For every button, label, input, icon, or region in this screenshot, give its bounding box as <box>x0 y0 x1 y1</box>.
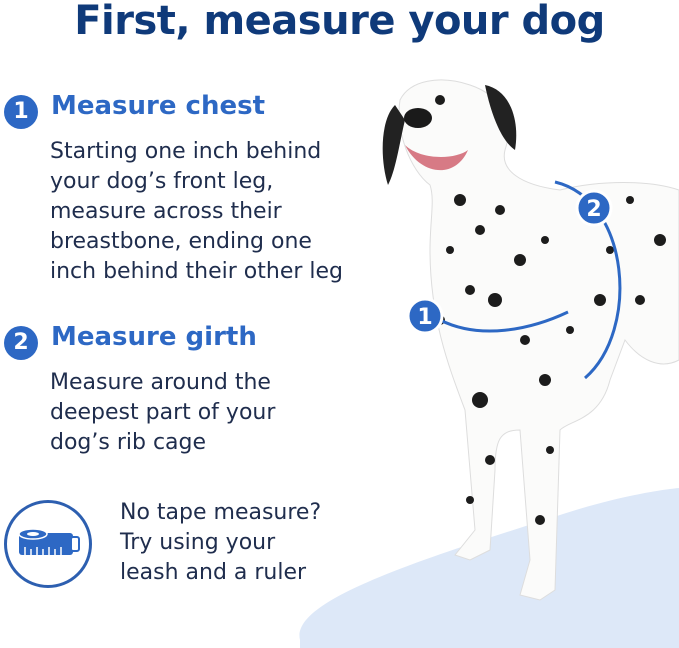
text-line: inch behind their other leg <box>50 259 344 284</box>
marker-2-label: 2 <box>586 197 601 222</box>
text-line: your dog’s front leg, <box>50 169 274 194</box>
text-line: Measure around the <box>50 370 271 395</box>
text-line: No tape measure? <box>120 500 322 525</box>
step-1-badge: 1 <box>4 95 38 129</box>
marker-2-badge: 2 <box>575 189 613 227</box>
measurement-lines <box>439 180 622 380</box>
text-line: Starting one inch behind <box>50 139 322 164</box>
text-line: Try using your <box>120 530 276 555</box>
step-2-heading: Measure girth <box>51 322 257 352</box>
tip-text: No tape measure? Try using your leash an… <box>120 498 321 588</box>
tape-measure-icon-circle <box>4 500 92 588</box>
marker-1-label: 1 <box>417 305 432 330</box>
text-line: dog’s rib cage <box>50 430 207 455</box>
marker-1-badge: 1 <box>406 297 444 335</box>
floor-shape <box>299 488 679 648</box>
text-line: deepest part of your <box>50 400 276 425</box>
step-1-description: Starting one inch behind your dog’s fron… <box>50 137 343 287</box>
page-title: First, measure your dog <box>74 0 605 44</box>
text-line: leash and a ruler <box>120 560 307 585</box>
tape-measure-icon <box>18 528 80 555</box>
text-line: breastbone, ending one <box>50 229 312 254</box>
step-2-description: Measure around the deepest part of your … <box>50 368 275 458</box>
step-2-badge: 2 <box>4 326 38 360</box>
text-line: measure across their <box>50 199 282 224</box>
step-1-heading: Measure chest <box>51 91 266 121</box>
